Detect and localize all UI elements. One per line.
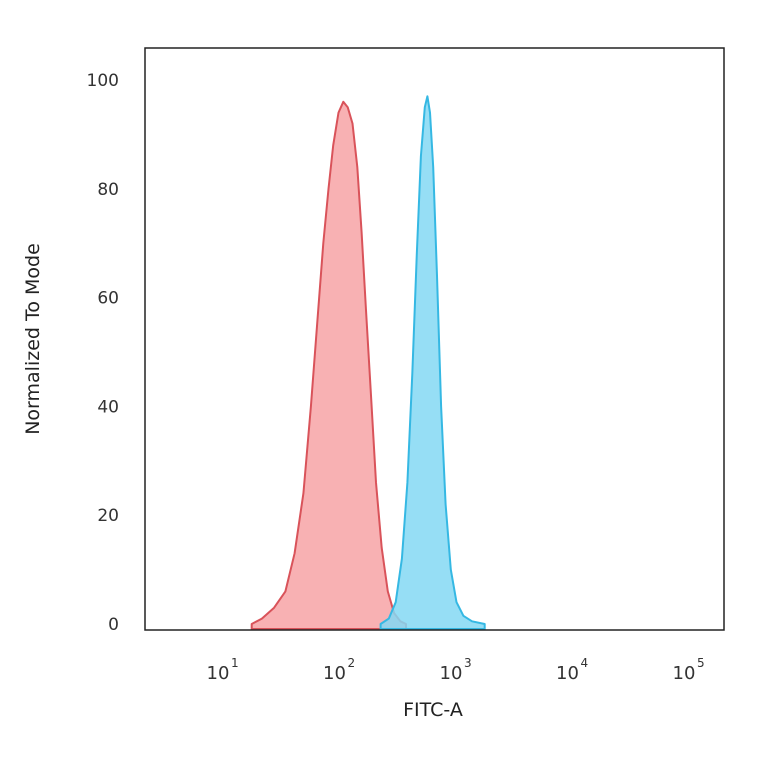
histogram-series-1: [250, 100, 407, 630]
x-tick-exponent: 2: [348, 656, 356, 670]
x-tick-exponent: 1: [231, 656, 239, 670]
y-tick-label: 20: [97, 506, 119, 526]
x-tick-exponent: 4: [581, 656, 589, 670]
x-tick-label: 10: [673, 663, 696, 684]
y-axis-title: Normalized To Mode: [22, 243, 44, 435]
x-tick-label: 10: [323, 663, 346, 684]
histogram-series-2: [379, 95, 486, 630]
x-axis-ticks: 10 1 10 2 10 3 10 4 10 5: [207, 656, 705, 684]
x-tick-label: 10: [207, 663, 230, 684]
y-tick-label: 40: [97, 397, 119, 417]
x-axis-title: FITC-A: [403, 699, 463, 721]
y-tick-label: 0: [108, 615, 119, 635]
x-tick-exponent: 5: [697, 656, 705, 670]
y-tick-label: 60: [97, 289, 119, 309]
plot-area-frame: [144, 47, 725, 631]
x-tick-label: 10: [556, 663, 579, 684]
series-layer: [250, 95, 486, 630]
x-tick-label: 10: [440, 663, 463, 684]
y-axis-ticks: 0 20 40 60 80 100: [87, 71, 119, 635]
y-tick-label: 80: [97, 180, 119, 200]
y-tick-label: 100: [87, 71, 119, 91]
x-tick-exponent: 3: [464, 656, 472, 670]
